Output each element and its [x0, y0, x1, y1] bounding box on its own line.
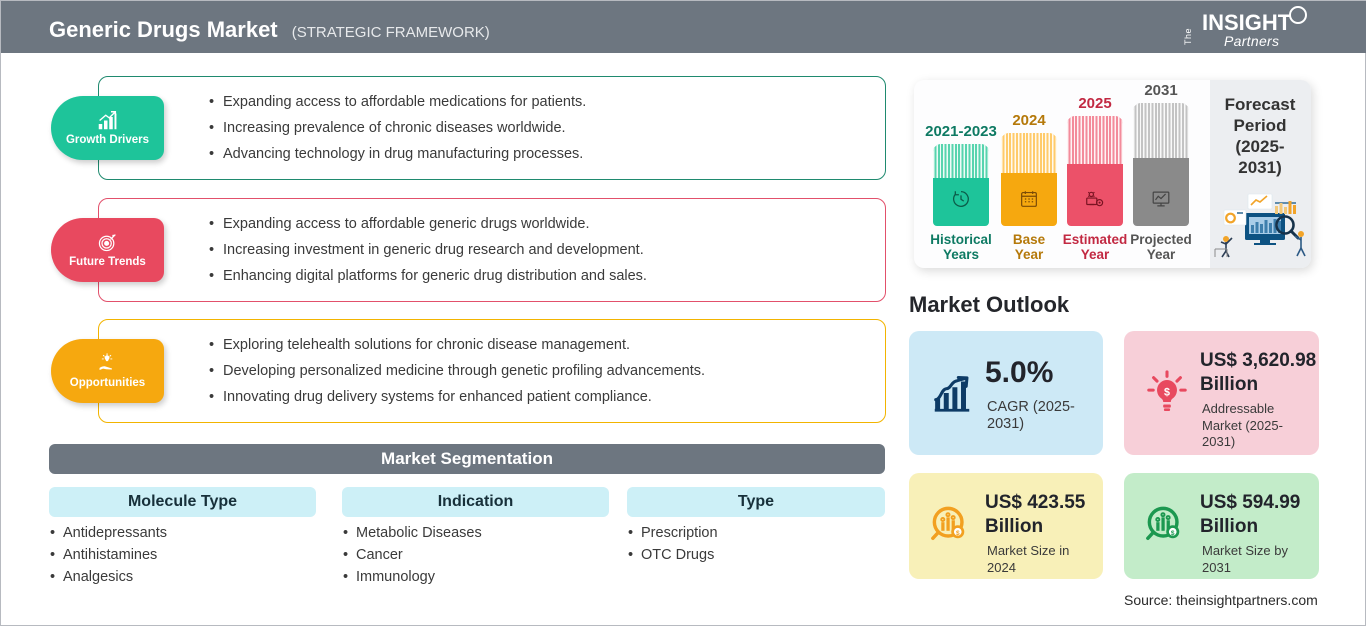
svg-text:$: $: [1171, 530, 1175, 537]
svg-text:$: $: [956, 530, 960, 537]
svg-text:$: $: [1164, 386, 1170, 398]
